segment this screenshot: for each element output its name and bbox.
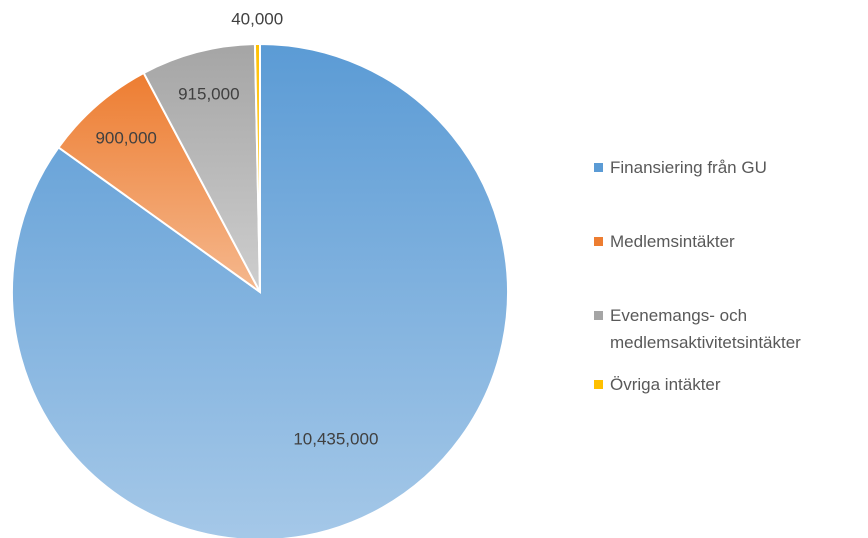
legend-label: Medlemsintäkter xyxy=(610,232,735,251)
pie-slice xyxy=(253,42,261,293)
data-label: 40,000 xyxy=(231,9,283,28)
pie-slice xyxy=(57,71,261,293)
data-label: 900,000 xyxy=(95,128,156,147)
data-label: 915,000 xyxy=(178,85,239,104)
pie-slice xyxy=(11,42,509,538)
legend-item: Finansiering från GU xyxy=(594,154,864,181)
legend-label: Övriga intäkter xyxy=(610,375,721,394)
data-label: 10,435,000 xyxy=(293,429,378,448)
legend-label: Evenemangs- och medlemsaktivitetsintäkte… xyxy=(610,306,801,352)
legend-swatch xyxy=(594,380,603,389)
legend-swatch xyxy=(594,163,603,172)
legend-item: Medlemsintäkter xyxy=(594,228,864,255)
legend-item: Övriga intäkter xyxy=(594,371,864,398)
legend-swatch xyxy=(594,237,603,246)
legend-label: Finansiering från GU xyxy=(610,158,767,177)
legend-swatch xyxy=(594,311,603,320)
legend-item: Evenemangs- och medlemsaktivitetsintäkte… xyxy=(594,302,864,356)
pie-slice xyxy=(142,43,261,293)
